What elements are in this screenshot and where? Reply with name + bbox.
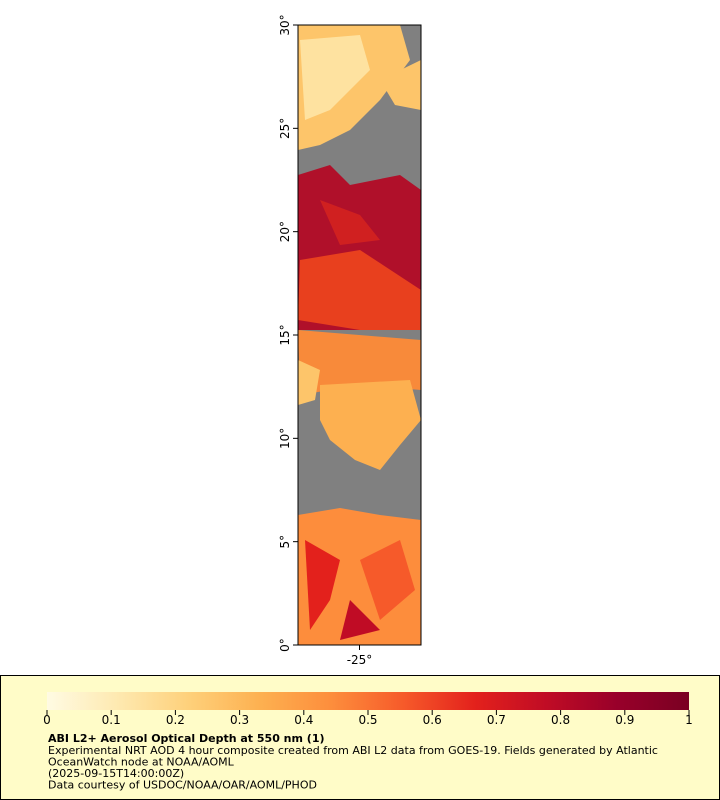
colorbar-tick-label: 0	[43, 713, 51, 727]
y-tick-label: 5°	[278, 535, 292, 549]
colorbar	[47, 692, 689, 710]
x-tick-label: -25°	[347, 653, 373, 667]
colorbar-tick-label: 0.9	[615, 713, 634, 727]
colorbar-tick-label: 0.4	[294, 713, 313, 727]
colorbar-tick-label: 0.7	[487, 713, 506, 727]
colorbar-tick-label: 0.5	[358, 713, 377, 727]
y-tick-label: 0°	[278, 638, 292, 652]
y-tick-label: 15°	[278, 324, 292, 345]
y-tick-label: 30°	[278, 14, 292, 35]
colorbar-tick-label: 1	[685, 713, 693, 727]
legend-line: Data courtesy of USDOC/NOAA/OAR/AOML/PHO…	[48, 779, 317, 792]
map-image	[298, 25, 421, 645]
legend-line: OceanWatch node at NOAA/AOML	[48, 756, 235, 769]
colorbar-tick-label: 0.3	[230, 713, 249, 727]
legend-line: Experimental NRT AOD 4 hour composite cr…	[48, 744, 658, 757]
legend-line: (2025-09-15T14:00:00Z)	[48, 767, 184, 780]
legend-title: ABI L2+ Aerosol Optical Depth at 550 nm …	[48, 732, 325, 745]
colorbar-tick-label: 0.1	[102, 713, 121, 727]
y-tick-label: 10°	[278, 428, 292, 449]
y-tick-label: 25°	[278, 118, 292, 139]
colorbar-tick-label: 0.8	[551, 713, 570, 727]
colorbar-tick-label: 0.6	[423, 713, 442, 727]
colorbar-tick-label: 0.2	[166, 713, 185, 727]
y-tick-label: 20°	[278, 221, 292, 242]
